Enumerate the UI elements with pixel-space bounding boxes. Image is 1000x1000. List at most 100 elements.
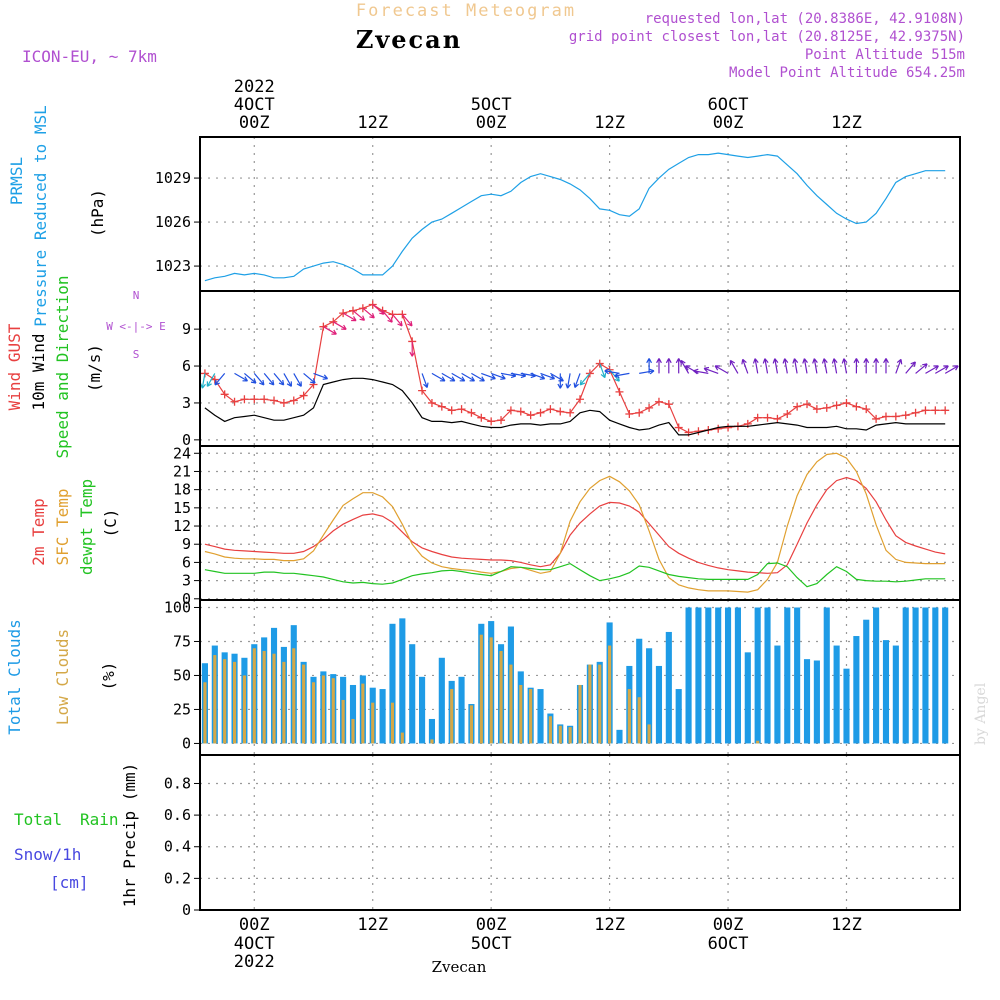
total-cloud-bar [813,660,820,744]
total-cloud-bar [419,676,426,744]
low-cloud-bar [529,689,533,744]
wind-direction-arrow [565,373,572,389]
rain-label: Rain [80,810,119,829]
wind-direction-arrow [752,358,759,374]
low-cloud-bar [321,675,325,744]
wind-direction-arrow [540,372,556,380]
low-cloud-bar [400,732,404,744]
low-cloud-bar [489,637,493,744]
model-name: ICON-EU, ~ 7km [22,47,157,66]
wind-direction-arrow [293,373,302,387]
total-cloud-bar [685,607,692,744]
wind-gust-label: Wind GUST [5,323,24,410]
wind-direction-arrow [323,326,337,335]
precip-axis-label: 1hr Precip (mm) [120,763,139,908]
low-cloud-bar [608,645,612,744]
gust-marker [358,304,367,313]
total-cloud-bar [774,645,781,744]
wind10-label: 10m Wind [29,333,48,410]
top-hour-label: 00Z [239,113,270,133]
panel-pressure: 1023 1026 1029 [155,136,961,292]
clouds-unit: (%) [99,662,118,691]
y-tick-label: 0 [182,431,191,449]
low-cloud-bar [232,661,237,744]
low-cloud-bar [519,684,523,744]
gust-marker [437,402,446,411]
low-cloud-bar [756,740,760,744]
compass-east-west: W <-|-> E [106,320,166,333]
top-date-label: 4OCT [234,95,275,115]
y-tick-label: 0.2 [164,869,191,887]
gust-marker [546,405,555,414]
wind-direction-arrow [200,373,206,389]
total-cloud-bar [784,607,791,744]
series-line-dewpt-temp [204,562,946,588]
gust-marker [891,412,900,421]
wind-direction-arrow [812,358,818,374]
wind-direction-arrow [579,373,591,386]
total-cloud-bar [389,623,396,744]
bottom-hour-label: 00Z [713,915,744,935]
y-tick-label: 6 [182,357,191,375]
gust-marker [418,386,427,395]
total-cloud-bar [399,618,406,744]
footer-location: Zvecan [432,958,487,976]
wind-direction-arrow [802,358,808,374]
wind-direction-arrow [925,365,939,374]
wind-direction-arrow [214,373,226,386]
wind-direction-arrow [782,358,789,374]
y-tick-label: 1029 [155,169,191,187]
panel-precip: 0 0.2 0.4 0.6 0.8 [164,754,961,919]
wind-direction-arrow [883,358,889,374]
temp-unit: (C) [101,509,120,538]
total-cloud-bar [724,607,732,744]
low-cloud-bar [272,653,276,744]
low-cloud-bar [588,664,592,744]
low-cloud-bar [479,634,483,744]
series-line-prmsl [204,152,946,282]
low-cloud-bar [499,650,503,744]
wind-direction-arrow [639,368,655,375]
y-tick-label: 1023 [155,257,191,275]
total-cloud-bar [794,607,801,744]
gust-marker [556,407,565,416]
bottom-hour-label: 12Z [357,915,388,935]
low-cloud-bar [203,682,207,744]
grid-point: grid point closest lon,lat (20.8125E, 42… [569,29,965,45]
gust-marker [240,395,249,404]
total-cloud-bar [744,652,751,744]
total-cloud-bar [754,607,761,744]
wind-direction-arrow [729,359,739,374]
top-date-label: 5OCT [471,95,512,115]
gust-marker [803,400,812,409]
low-cloud-bar [578,684,582,744]
requested-point: requested lon,lat (20.8386E, 42.9108N) [645,11,965,27]
gust-marker [270,396,279,405]
wind-direction-arrow [557,373,564,389]
total-cloud-bar [922,607,929,744]
wind-direction-arrow [409,341,416,357]
gust-marker [595,359,604,368]
gust-marker [625,410,634,419]
low-cloud-bar [302,664,306,744]
gust-marker [862,405,871,414]
watermark: by Angel [973,682,989,745]
y-tick-label: 0.8 [164,774,191,792]
wind-direction-arrow [915,363,928,374]
total-cloud-bar [873,607,880,744]
y-tick-label: 0.4 [164,838,191,856]
wind-direction-arrow [792,358,799,374]
gust-marker [279,398,288,407]
wind-direction-arrow [550,372,564,382]
gust-marker [793,402,802,411]
total-cloud-bar [646,648,653,744]
low-cloud-bar [262,650,266,744]
low-cloud-bar [647,724,651,744]
total-cloud-bar [409,644,416,744]
wind-direction-arrow [313,372,329,380]
dewpt-label: dewpt Temp [77,479,96,575]
series-line-sfc-temp [204,452,946,593]
wind-direction-arrow [772,358,779,374]
